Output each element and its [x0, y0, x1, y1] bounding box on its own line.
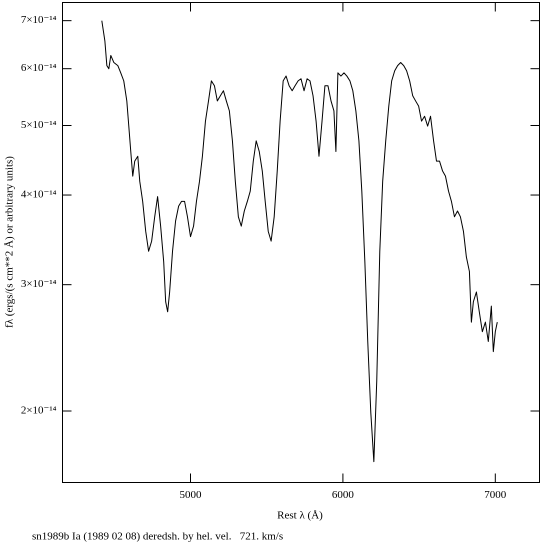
y-tick-label: 2×10⁻¹⁴	[21, 405, 57, 417]
y-tick-label: 5×10⁻¹⁴	[21, 119, 57, 131]
x-tick-label: 5000	[180, 489, 203, 501]
y-tick-label: 7×10⁻¹⁴	[21, 14, 57, 26]
x-tick-label: 7000	[484, 489, 507, 501]
caption: sn1989b Ia (1989 02 08) deredsh. by hel.…	[32, 531, 283, 543]
y-tick-label: 6×10⁻¹⁴	[21, 62, 57, 74]
spectrum-line	[101, 20, 498, 463]
y-tick-label: 4×10⁻¹⁴	[21, 189, 57, 201]
y-axis-label: fλ (ergs/(s cm**2 Å) or arbitrary units)	[4, 156, 16, 328]
x-tick-label: 6000	[332, 489, 355, 501]
y-tick-label: 3×10⁻¹⁴	[21, 278, 57, 290]
x-axis-label: Rest λ (Å)	[277, 510, 323, 522]
plot-frame	[62, 2, 540, 483]
